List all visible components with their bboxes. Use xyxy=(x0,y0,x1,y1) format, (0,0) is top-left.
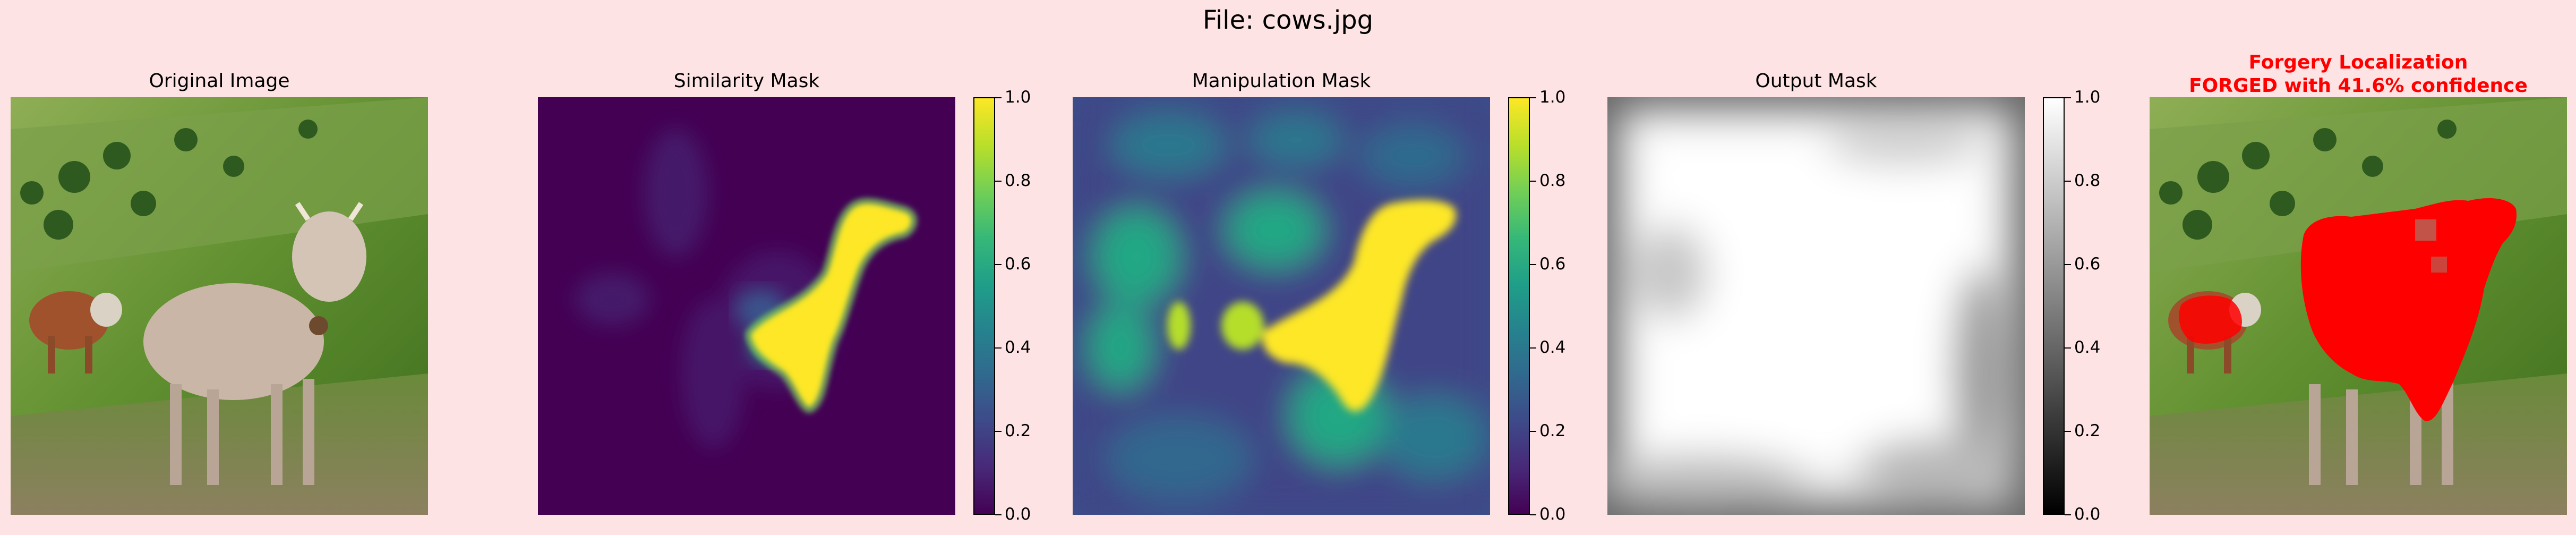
similarity-colorbar xyxy=(973,97,995,515)
forgery-overlay-panel xyxy=(2150,97,2567,515)
similarity-tick-4: 0.8 xyxy=(1005,171,1031,190)
output-mask-heatmap xyxy=(1607,97,2025,515)
forgery-region xyxy=(2300,198,2517,421)
forgery-overlay-image xyxy=(2150,97,2567,515)
similarity-tick-5: 1.0 xyxy=(1005,88,1031,107)
output-tick-3: 0.6 xyxy=(2074,254,2101,274)
similarity-tick-2: 0.4 xyxy=(1005,338,1031,357)
output-tick-0: 0.0 xyxy=(2074,505,2101,524)
manipulation-colorbar xyxy=(1508,97,1530,515)
output-tick-4: 0.8 xyxy=(2074,171,2101,190)
similarity-mask-heatmap xyxy=(538,97,955,515)
forgery-region-small xyxy=(2179,295,2242,344)
output-tick-1: 0.2 xyxy=(2074,421,2101,440)
manipulation-tick-3: 0.6 xyxy=(1539,254,1566,274)
similarity-tick-0: 0.0 xyxy=(1005,505,1031,524)
original-image-title: Original Image xyxy=(149,70,290,92)
manipulation-tick-2: 0.4 xyxy=(1539,338,1566,357)
forgery-title-line2: FORGED with 41.6% confidence xyxy=(2189,75,2528,97)
manipulation-mask-title: Manipulation Mask xyxy=(1192,70,1371,92)
similarity-tick-1: 0.2 xyxy=(1005,421,1031,440)
similarity-mask-title: Similarity Mask xyxy=(673,70,820,92)
original-image-panel xyxy=(11,97,428,515)
manipulation-tick-0: 0.0 xyxy=(1539,505,1566,524)
manipulation-tick-1: 0.2 xyxy=(1539,421,1566,440)
output-tick-5: 1.0 xyxy=(2074,88,2101,107)
output-mask-title: Output Mask xyxy=(1755,70,1877,92)
cows-photo xyxy=(11,97,428,515)
forgery-title-line1: Forgery Localization xyxy=(2248,52,2468,73)
manipulation-mask-heatmap xyxy=(1073,97,1490,515)
figure-title: File: cows.jpg xyxy=(1202,5,1374,35)
manipulation-tick-5: 1.0 xyxy=(1539,88,1566,107)
manipulation-tick-4: 0.8 xyxy=(1539,171,1566,190)
forgery-localization-title: Forgery Localization FORGED with 41.6% c… xyxy=(2150,51,2567,98)
similarity-tick-3: 0.6 xyxy=(1005,254,1031,274)
output-tick-2: 0.4 xyxy=(2074,338,2101,357)
output-colorbar xyxy=(2043,97,2065,515)
